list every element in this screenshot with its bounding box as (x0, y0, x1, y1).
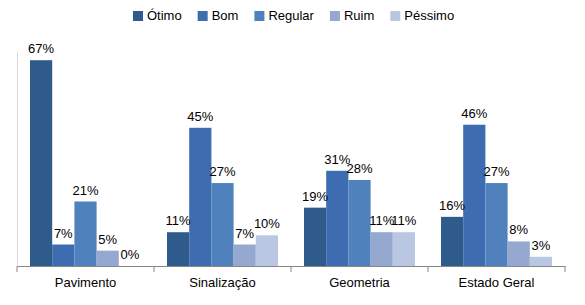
bar (256, 235, 278, 266)
legend-item: Bom (198, 8, 239, 23)
bar (211, 183, 233, 266)
legend-item: Péssimo (390, 8, 454, 23)
data-label: 5% (98, 232, 117, 247)
bar (348, 180, 370, 266)
bar (30, 60, 52, 266)
data-label: 19% (302, 189, 328, 204)
bar (52, 245, 74, 267)
bar (441, 217, 463, 266)
data-label: 7% (235, 226, 254, 241)
data-label: 45% (187, 109, 213, 124)
bar (119, 266, 141, 267)
legend-swatch (390, 11, 400, 21)
bar (530, 257, 552, 266)
x-tick-label: Sinalização (189, 275, 256, 290)
x-axis: Pavimento Sinalização Geometria Estado Gera… (18, 266, 566, 290)
legend: Ótimo Bom Regular Ruim Péssimo (133, 8, 454, 23)
data-label: 21% (72, 183, 98, 198)
data-label: 11% (166, 213, 191, 228)
bar (304, 208, 326, 266)
legend-label: Ruim (344, 8, 374, 23)
bar (167, 232, 189, 266)
legend-swatch (254, 11, 264, 21)
y-axis-line (17, 52, 18, 267)
x-tick-label: Geometria (329, 275, 390, 290)
bar (393, 232, 415, 266)
data-label: 27% (483, 164, 509, 179)
category-separator (17, 266, 18, 272)
data-label: 67% (28, 41, 54, 56)
x-tick: Estado Geral (459, 266, 535, 290)
category-separator (154, 266, 155, 272)
bar (189, 128, 211, 266)
category-separator (291, 266, 292, 272)
data-label: 3% (532, 238, 551, 253)
legend-item: Ruim (330, 8, 374, 23)
bar (326, 171, 348, 266)
legend-label: Bom (212, 8, 239, 23)
legend-label: Regular (268, 8, 314, 23)
chart: 67%11%19%16%7%45%31%46%21%27%28%27%5%7%1… (0, 0, 585, 305)
bar (508, 241, 530, 266)
x-tick: Pavimento (55, 266, 116, 290)
data-label: 10% (254, 216, 280, 231)
bar (485, 183, 507, 266)
bar (74, 202, 96, 267)
category-separator (565, 266, 566, 272)
x-tick-label: Estado Geral (459, 275, 535, 290)
category-separator (428, 266, 429, 272)
data-label: 16% (439, 198, 465, 213)
legend-item: Ótimo (133, 8, 182, 23)
data-label: 8% (509, 222, 528, 237)
x-tick: Geometria (329, 266, 390, 290)
data-label: 7% (54, 226, 73, 241)
x-tick: Sinalização (189, 266, 256, 290)
legend-label: Péssimo (404, 8, 454, 23)
y-axis (17, 52, 18, 267)
data-labels: 67%11%19%16%7%45%31%46%21%27%28%27%5%7%1… (28, 41, 551, 262)
legend-swatch (330, 11, 340, 21)
bar (371, 232, 393, 266)
bar (97, 251, 119, 266)
data-label: 27% (209, 164, 235, 179)
x-tick-label: Pavimento (55, 275, 116, 290)
data-label: 0% (121, 247, 140, 262)
bars (30, 60, 552, 266)
data-label: 28% (346, 161, 372, 176)
legend-swatch (198, 11, 208, 21)
bar (234, 245, 256, 267)
data-label: 46% (461, 106, 487, 121)
legend-label: Ótimo (147, 8, 182, 23)
bar (463, 125, 485, 266)
category-separators (17, 266, 565, 272)
legend-swatch (133, 11, 143, 21)
data-label: 11% (391, 213, 416, 228)
legend-item: Regular (254, 8, 314, 23)
